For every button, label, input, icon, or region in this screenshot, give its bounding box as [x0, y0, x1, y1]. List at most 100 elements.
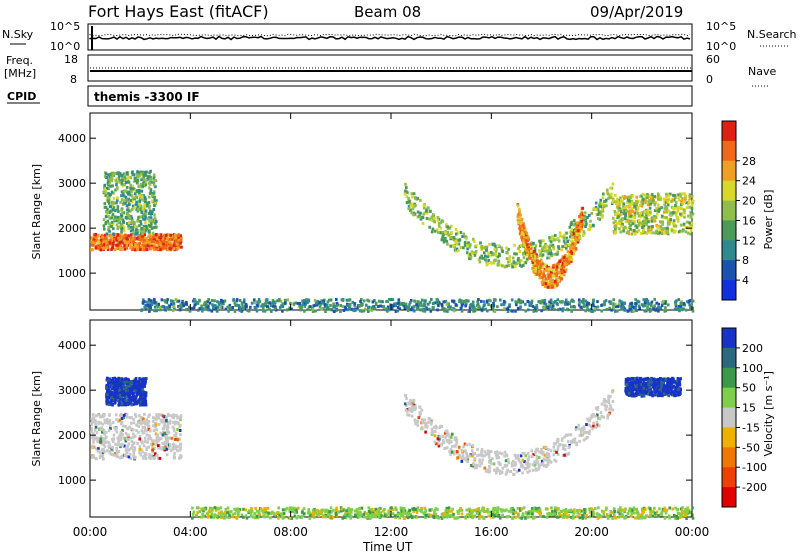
power-cell	[588, 227, 592, 231]
power-cell	[130, 194, 134, 198]
power-cell	[335, 298, 338, 301]
velocity-cell	[577, 423, 581, 427]
velocity-cell	[405, 404, 408, 408]
velocity-cell	[106, 376, 109, 380]
power-cell	[653, 219, 657, 223]
power-cell	[644, 199, 647, 203]
freq-left-tick-top: 18	[64, 53, 78, 66]
power-cell	[539, 270, 542, 274]
velocity-cell	[537, 467, 540, 471]
power-cell	[588, 213, 591, 217]
velocity-cell	[165, 435, 168, 438]
velocity-cell	[126, 382, 130, 386]
velocity-cell	[470, 464, 473, 467]
power-cell	[238, 299, 242, 302]
velocity-cell	[461, 456, 465, 460]
power-cell	[468, 309, 471, 313]
power-cell	[674, 307, 677, 311]
power-cell	[612, 229, 616, 233]
power-cell	[540, 309, 543, 313]
power-cell	[205, 303, 208, 307]
power-cell	[281, 302, 285, 306]
velocity-cell	[407, 401, 410, 405]
noise-right-tick-top: 10^5	[706, 20, 736, 33]
power-cell	[475, 244, 478, 248]
power-cell	[621, 222, 624, 226]
velocity-cell	[423, 418, 427, 422]
velocity-cell	[111, 377, 115, 380]
power-cell	[284, 301, 287, 305]
power-cell	[535, 273, 539, 276]
power-cell	[505, 246, 508, 250]
velocity-cell	[131, 402, 135, 406]
velocity-cell	[413, 418, 417, 422]
power-cell	[554, 300, 557, 303]
power-cell	[677, 206, 680, 209]
power-cell	[690, 194, 694, 198]
power-cell	[488, 298, 491, 302]
power-cell	[557, 247, 561, 250]
power-cell	[614, 223, 618, 227]
velocity-cell	[141, 388, 144, 392]
velocity-cell	[453, 450, 457, 454]
power-cell	[547, 256, 551, 260]
power-cell	[94, 246, 98, 250]
velocity-cell	[155, 415, 159, 419]
velocity-cell	[456, 450, 459, 454]
power-cell	[299, 308, 303, 312]
velocity-cell	[445, 434, 449, 437]
velocity-cell	[92, 417, 96, 421]
power-cell	[159, 248, 162, 252]
velocity-cell	[462, 445, 465, 449]
power-colorbar-label: 28	[742, 155, 756, 168]
power-cell	[577, 221, 581, 225]
power-cell	[619, 219, 623, 223]
power-cell	[91, 243, 95, 247]
power-cell	[166, 298, 169, 302]
power-cell	[125, 186, 129, 189]
velocity-cell	[466, 458, 469, 462]
power-cell	[150, 218, 154, 222]
power-cell	[609, 302, 612, 306]
power-cell	[149, 212, 153, 216]
velocity-cell	[476, 454, 479, 458]
velocity-cell	[483, 466, 487, 470]
power-cell	[670, 227, 673, 231]
power-cell	[144, 304, 148, 308]
velocity-cell	[413, 405, 417, 409]
power-cell	[681, 201, 685, 205]
power-cell	[268, 307, 271, 311]
power-cell	[557, 270, 561, 274]
power-cell	[157, 247, 161, 251]
power-cell	[496, 305, 499, 309]
power-cell	[449, 244, 452, 248]
power-cell	[137, 185, 140, 189]
power-cell	[506, 260, 510, 264]
power-cell	[422, 204, 426, 208]
velocity-cell	[159, 431, 163, 435]
power-cell	[105, 213, 108, 217]
power-cell	[152, 183, 156, 187]
power-cell	[636, 206, 640, 210]
power-cell	[422, 212, 425, 216]
velocity-cell	[554, 442, 557, 446]
power-cell	[164, 234, 168, 238]
velocity-cell	[411, 401, 415, 405]
power-cell	[445, 239, 449, 243]
velocity-cell	[116, 386, 119, 390]
power-cell	[439, 226, 443, 230]
power-cell	[635, 230, 639, 234]
power-cell	[213, 299, 216, 303]
power-cell	[472, 304, 475, 308]
power-cell	[118, 174, 121, 178]
power-cell	[102, 243, 106, 247]
power-cell	[108, 239, 112, 243]
velocity-cell	[98, 450, 101, 454]
power-cell	[125, 177, 128, 181]
velocity-cell	[134, 455, 137, 459]
power-cell	[318, 305, 322, 309]
power-cell	[150, 180, 153, 184]
power-cell	[685, 220, 689, 224]
velocity-cell	[121, 428, 124, 432]
power-cell	[353, 303, 356, 307]
